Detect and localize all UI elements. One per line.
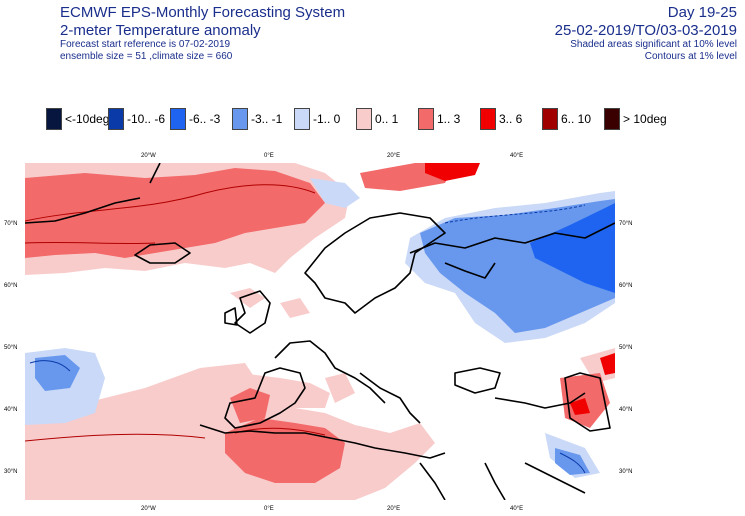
legend-label: 0.. 1 — [375, 112, 399, 126]
legend-swatch — [604, 108, 620, 130]
lon-label-bottom: 40°E — [510, 506, 523, 512]
legend-label: -10.. -6 — [127, 112, 166, 126]
coastlines — [25, 163, 615, 500]
lat-label-left: 60°N — [4, 283, 17, 289]
lon-label-top: 40°E — [510, 153, 523, 159]
chart-subtitle: 2-meter Temperature anomaly — [60, 22, 261, 39]
day-range: Day 19-25 — [667, 4, 737, 21]
legend-swatch — [170, 108, 186, 130]
legend-label: -3.. -1 — [251, 112, 283, 126]
anomaly-map: 20°W 0°E 20°E 40°E — [25, 163, 615, 500]
lat-label-left: 70°N — [4, 221, 17, 227]
legend-label: > 10deg — [623, 112, 667, 126]
legend-label: <-10deg — [65, 112, 110, 126]
legend-swatch — [108, 108, 124, 130]
forecast-reference: Forecast start reference is 07-02-2019 — [60, 39, 231, 50]
legend-swatch — [418, 108, 434, 130]
lat-label-right: 50°N — [619, 345, 632, 351]
legend-swatch — [232, 108, 248, 130]
legend-swatch — [46, 108, 62, 130]
legend-label: -1.. 0 — [313, 112, 341, 126]
lat-label-right: 60°N — [619, 283, 632, 289]
lon-label-bottom: 20°W — [141, 506, 156, 512]
lat-label-right: 40°N — [619, 407, 632, 413]
anomaly-3-6-layer — [425, 163, 615, 415]
legend-swatch — [294, 108, 310, 130]
lat-label-left: 50°N — [4, 345, 17, 351]
legend-label: 1.. 3 — [437, 112, 461, 126]
legend-swatch — [542, 108, 558, 130]
legend-label: 6.. 10 — [561, 112, 592, 126]
legend-swatch — [356, 108, 372, 130]
legend-swatch — [480, 108, 496, 130]
lon-label-bottom: 0°E — [264, 506, 274, 512]
legend-label: -6.. -3 — [189, 112, 221, 126]
lon-label-bottom: 20°E — [387, 506, 400, 512]
date-range: 25-02-2019/TO/03-03-2019 — [554, 22, 737, 39]
significance-contours — [25, 184, 586, 474]
chart-title: ECMWF EPS-Monthly Forecasting System — [60, 4, 346, 21]
lon-label-top: 20°W — [141, 153, 156, 159]
lat-label-right: 70°N — [619, 221, 632, 227]
lat-label-left: 40°N — [4, 407, 17, 413]
lat-label-left: 30°N — [4, 469, 17, 475]
contour-note: Contours at 1% level — [644, 51, 737, 62]
legend-label: 3.. 6 — [499, 112, 523, 126]
lat-label-right: 30°N — [619, 469, 632, 475]
lon-label-top: 20°E — [387, 153, 400, 159]
anomaly-minus6-minus3-layer — [530, 203, 615, 293]
lon-label-top: 0°E — [264, 153, 274, 159]
ensemble-size: ensemble size = 51 ,climate size = 660 — [60, 51, 233, 62]
shaded-note: Shaded areas significant at 10% level — [570, 39, 737, 50]
